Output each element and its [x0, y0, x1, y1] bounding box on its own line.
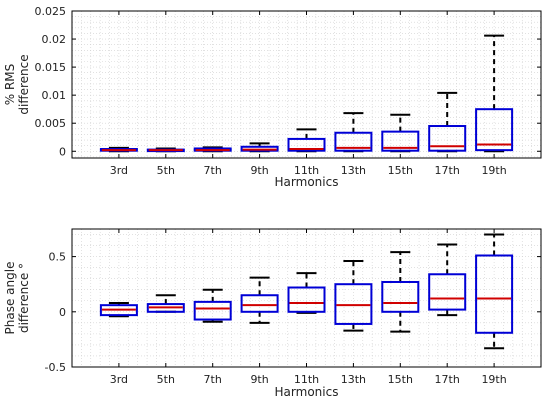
- box-body: [287, 286, 326, 313]
- plot-panel-1: 3rd 5th 7th 9th 11th 13th 15th 17th 19th 0 0.005 0.…: [3, 5, 542, 189]
- x-tick-label: 3rd: [110, 164, 128, 177]
- grid: [72, 229, 541, 367]
- y-tick-label: 0.01: [42, 89, 67, 102]
- box-15th: [381, 113, 420, 153]
- x-tick-label: 13th: [341, 164, 366, 177]
- box-body: [146, 303, 185, 313]
- y-tick-label: 0.025: [35, 5, 67, 18]
- box-11th: [287, 272, 326, 314]
- y-tick-label: 0.005: [35, 117, 67, 130]
- box-body: [475, 254, 514, 334]
- box-body: [240, 294, 279, 313]
- box-11th: [287, 128, 326, 153]
- x-tick-label: 7th: [204, 164, 222, 177]
- y-tick-label: 0.02: [42, 33, 67, 46]
- box-17th: [428, 91, 467, 153]
- y-axis-label-line: difference: [17, 54, 31, 114]
- box-5th: [146, 294, 185, 313]
- box-body: [334, 283, 373, 325]
- box-15th: [381, 251, 420, 333]
- box-body: [193, 300, 232, 321]
- box-9th: [240, 142, 279, 153]
- y-tick-label: -0.5: [45, 361, 66, 374]
- box-body: [428, 125, 467, 152]
- grid: [72, 11, 541, 158]
- box-body: [99, 304, 138, 317]
- box-body: [381, 280, 420, 313]
- box-13th: [334, 112, 373, 153]
- box-body: [475, 108, 514, 152]
- x-tick-label: 13th: [341, 373, 366, 386]
- plot-panel-2: 3rd 5th 7th 9th 11th 13th 15th 17th 19th -0.5 0 0.5…: [3, 228, 542, 399]
- x-tick-label: 17th: [435, 164, 460, 177]
- y-axis-label-line: difference °: [17, 263, 31, 333]
- x-tick-label: 15th: [388, 164, 413, 177]
- x-tick-label: 5th: [157, 164, 175, 177]
- x-tick-label: 5th: [157, 373, 175, 386]
- x-tick-label: 19th: [481, 164, 506, 177]
- x-axis-label: Harmonics: [275, 385, 339, 399]
- x-tick-label: 11th: [294, 373, 319, 386]
- box-5th: [146, 147, 185, 153]
- y-tick-label: 0: [59, 306, 66, 319]
- y-tick-label: 0.015: [35, 61, 67, 74]
- y-tick-label: 0: [59, 145, 66, 158]
- y-axis-label: % RMSdifference: [3, 54, 31, 114]
- x-tick-label: 7th: [204, 373, 222, 386]
- box-17th: [428, 243, 467, 317]
- x-tick-label: 19th: [481, 373, 506, 386]
- y-axis-label-line: Phase angle: [3, 262, 17, 335]
- box-body: [334, 131, 373, 152]
- y-axis-label: Phase angledifference °: [3, 262, 31, 335]
- box-19th: [475, 233, 514, 350]
- box-7th: [193, 288, 232, 323]
- y-tick-label: 0.5: [49, 251, 67, 264]
- box-body: [240, 145, 279, 152]
- y-axis-label-line: % RMS: [3, 64, 17, 106]
- x-tick-label: 3rd: [110, 373, 128, 386]
- x-axis-label: Harmonics: [275, 175, 339, 189]
- box-body: [381, 130, 420, 152]
- x-tick-label: 17th: [435, 373, 460, 386]
- box-3rd: [99, 146, 138, 153]
- box-13th: [334, 260, 373, 332]
- box-3rd: [99, 301, 138, 318]
- box-body: [428, 273, 467, 311]
- x-tick-label: 15th: [388, 373, 413, 386]
- box-19th: [475, 34, 514, 153]
- x-tick-label: 9th: [250, 164, 268, 177]
- box-9th: [240, 276, 279, 324]
- x-tick-label: 9th: [250, 373, 268, 386]
- box-7th: [193, 146, 232, 153]
- x-tick-label: 11th: [294, 164, 319, 177]
- box-body: [287, 137, 326, 152]
